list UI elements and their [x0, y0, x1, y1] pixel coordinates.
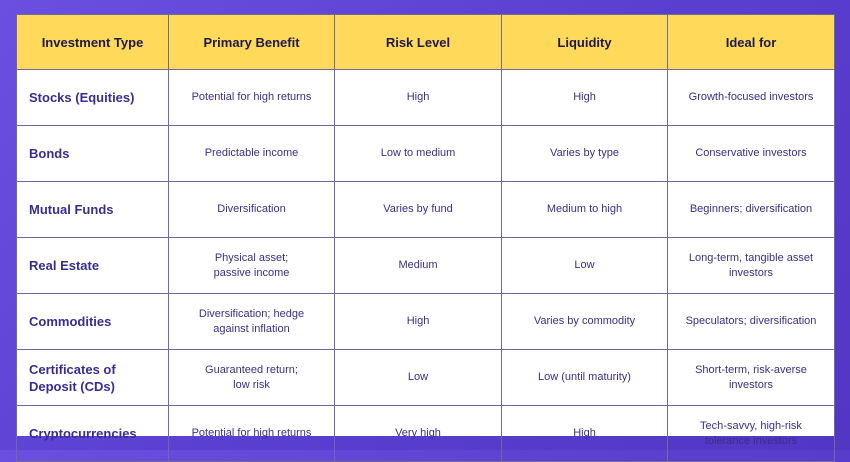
cell-risk-level: High — [334, 69, 502, 126]
cell-investment-type: Bonds — [16, 125, 169, 182]
cell-liquidity: Varies by type — [501, 125, 668, 182]
investment-comparison-table: Investment Type Primary Benefit Risk Lev… — [16, 14, 835, 462]
cell-liquidity: High — [501, 405, 668, 462]
table-row: Stocks (Equities) Potential for high ret… — [16, 69, 835, 126]
table-header: Investment Type Primary Benefit Risk Lev… — [16, 14, 835, 70]
investment-table-card: Investment Type Primary Benefit Risk Lev… — [16, 14, 835, 462]
cell-investment-type: Real Estate — [16, 237, 169, 294]
cell-risk-level: Very high — [334, 405, 502, 462]
cell-primary-benefit: Diversification; hedge against inflation — [168, 293, 335, 350]
header-ideal-for: Ideal for — [667, 14, 835, 70]
cell-primary-benefit: Diversification — [168, 181, 335, 238]
cell-ideal-for: Long-term, tangible asset investors — [667, 237, 835, 294]
header-investment-type: Investment Type — [16, 14, 169, 70]
cell-ideal-for: Speculators; diversification — [667, 293, 835, 350]
cell-risk-level: Low to medium — [334, 125, 502, 182]
table-body: Stocks (Equities) Potential for high ret… — [16, 69, 835, 462]
cell-investment-type: Certificates of Deposit (CDs) — [16, 349, 169, 406]
cell-investment-type: Stocks (Equities) — [16, 69, 169, 126]
header-liquidity: Liquidity — [501, 14, 668, 70]
cell-ideal-for: Short-term, risk-averse investors — [667, 349, 835, 406]
cell-ideal-for: Conservative investors — [667, 125, 835, 182]
cell-investment-type: Cryptocurrencies — [16, 405, 169, 462]
header-primary-benefit: Primary Benefit — [168, 14, 335, 70]
cell-investment-type: Mutual Funds — [16, 181, 169, 238]
cell-risk-level: Medium — [334, 237, 502, 294]
cell-primary-benefit: Guaranteed return; low risk — [168, 349, 335, 406]
cell-investment-type: Commodities — [16, 293, 169, 350]
table-row: Real Estate Physical asset; passive inco… — [16, 237, 835, 294]
cell-primary-benefit: Potential for high returns — [168, 405, 335, 462]
cell-ideal-for: Growth-focused investors — [667, 69, 835, 126]
header-row: Investment Type Primary Benefit Risk Lev… — [16, 14, 835, 70]
cell-liquidity: High — [501, 69, 668, 126]
table-row: Mutual Funds Diversification Varies by f… — [16, 181, 835, 238]
table-row: Bonds Predictable income Low to medium V… — [16, 125, 835, 182]
cell-primary-benefit: Potential for high returns — [168, 69, 335, 126]
cell-liquidity: Low — [501, 237, 668, 294]
table-row: Commodities Diversification; hedge again… — [16, 293, 835, 350]
cell-liquidity: Varies by commodity — [501, 293, 668, 350]
cell-ideal-for: Tech-savvy, high-risk tolerance investor… — [667, 405, 835, 462]
cell-risk-level: Varies by fund — [334, 181, 502, 238]
cell-risk-level: Low — [334, 349, 502, 406]
cell-primary-benefit: Predictable income — [168, 125, 335, 182]
cell-primary-benefit: Physical asset; passive income — [168, 237, 335, 294]
header-risk-level: Risk Level — [334, 14, 502, 70]
table-row: Cryptocurrencies Potential for high retu… — [16, 405, 835, 462]
table-row: Certificates of Deposit (CDs) Guaranteed… — [16, 349, 835, 406]
cell-risk-level: High — [334, 293, 502, 350]
cell-liquidity: Low (until maturity) — [501, 349, 668, 406]
cell-ideal-for: Beginners; diversification — [667, 181, 835, 238]
cell-liquidity: Medium to high — [501, 181, 668, 238]
